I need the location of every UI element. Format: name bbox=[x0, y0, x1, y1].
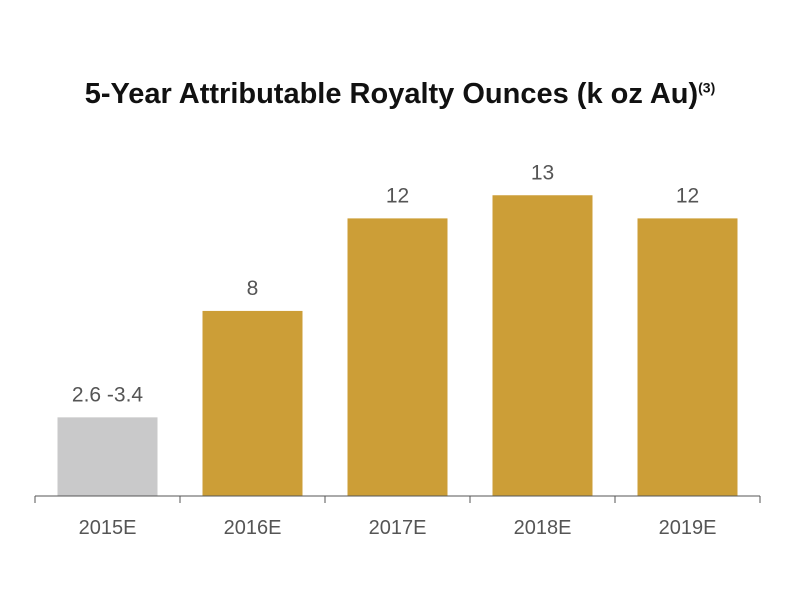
data-label-2018E: 13 bbox=[531, 161, 554, 184]
x-tick-label-2016E: 2016E bbox=[224, 517, 282, 539]
data-label-2017E: 12 bbox=[386, 184, 409, 207]
bars-group bbox=[57, 195, 738, 497]
bar-2018E bbox=[492, 195, 593, 497]
bar-2017E bbox=[347, 218, 448, 496]
chart-title: 5-Year Attributable Royalty Ounces (k oz… bbox=[0, 78, 800, 111]
bar-2019E bbox=[637, 218, 738, 496]
x-tick-label-2017E: 2017E bbox=[369, 517, 427, 539]
data-label-2019E: 12 bbox=[676, 184, 699, 207]
value-labels-group: 2.6 -3.4 8 12 13 12 bbox=[72, 161, 699, 406]
data-label-2015E: 2.6 -3.4 bbox=[72, 383, 144, 406]
data-label-2016E: 8 bbox=[247, 277, 259, 300]
x-axis: 2015E 2016E 2017E 2018E 2019E bbox=[34, 495, 761, 539]
chart-title-footnote: (3) bbox=[698, 79, 716, 96]
x-tick-label-2019E: 2019E bbox=[659, 517, 717, 539]
bar-2015E bbox=[57, 417, 158, 496]
chart-title-text: 5-Year Attributable Royalty Ounces (k oz… bbox=[84, 78, 699, 110]
x-tick-label-2018E: 2018E bbox=[514, 517, 572, 539]
bar-2016E bbox=[202, 310, 303, 496]
x-tick-label-2015E: 2015E bbox=[79, 517, 137, 539]
